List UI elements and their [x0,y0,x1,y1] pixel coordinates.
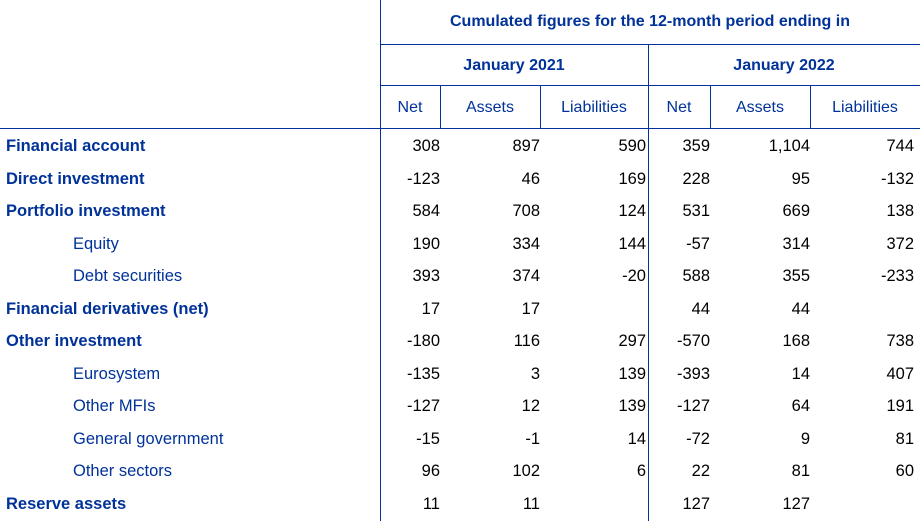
row-label: Financial derivatives (net) [6,299,209,318]
table-cell: 355 [782,267,810,285]
table-cell: 60 [895,462,914,480]
table-cell: 334 [512,234,540,253]
table-cell: 314 [782,234,810,253]
table-cell: 308 [412,137,440,155]
table-cell: 738 [886,332,914,350]
table-cell: 124 [618,202,646,220]
row-label: Direct investment [6,169,145,188]
table-cell: 669 [782,202,810,220]
table-cell: -1 [525,429,540,448]
table-cell: 102 [512,462,540,480]
divider-periods [380,85,920,86]
row-label: General government [73,429,224,448]
row-label: Portfolio investment [6,202,166,220]
table-cell: 139 [618,397,646,415]
table-cell: 169 [618,169,646,188]
table-cell: -123 [406,169,440,188]
table-cell: 9 [800,429,810,448]
table-cell: 81 [791,462,810,480]
column-header-net-1: Net [397,99,423,116]
divider-sub-2 [540,85,541,128]
column-header-assets-2: Assets [735,99,784,116]
table-cell: 139 [618,364,646,383]
table-cell: -127 [676,397,710,415]
table-cell: -57 [686,234,710,253]
table-cell: 144 [618,234,646,253]
divider-sub-1 [440,85,441,128]
row-label: Debt securities [73,267,183,285]
table-cell: 897 [512,137,540,155]
table-cell: 64 [791,397,810,415]
row-label: Other MFIs [73,397,156,415]
table-cell: 17 [421,299,440,318]
table-cell: 190 [412,234,440,253]
table-cell: 14 [627,429,646,448]
table-cell: -570 [676,332,710,350]
table-cell: -20 [622,267,646,285]
table-cell: 127 [682,494,710,513]
divider-sub-5 [810,85,811,128]
column-header-liabilities-2: Liabilities [832,99,898,116]
table-cell: 359 [682,137,710,155]
row-label: Other sectors [73,462,173,480]
table-cell: 81 [895,429,914,448]
column-header-liabilities-1: Liabilities [561,99,627,116]
table-cell: 6 [636,462,646,480]
table-cell: -127 [406,397,440,415]
table-cell: -132 [880,169,914,188]
table-cell: 116 [513,332,540,350]
table-cell: 96 [421,462,440,480]
table-cell: 95 [791,169,810,188]
table-cell: 191 [886,397,914,415]
table-cell: 297 [618,332,646,350]
divider-period-columns [648,44,649,521]
table-cell: -393 [676,364,710,383]
table-cell: 531 [682,202,710,220]
table-cell: 12 [521,397,540,415]
table-title: Cumulated figures for the 12-month perio… [449,13,850,30]
table-cell: 22 [691,462,710,480]
table-cell: 46 [521,169,540,188]
column-header-assets-1: Assets [465,99,514,116]
row-label: Reserve assets [6,494,127,513]
table-cell: 14 [791,364,810,383]
table-cell: 44 [791,299,810,318]
column-header-net-2: Net [666,99,692,116]
period-header-1: January 2021 [463,57,565,74]
table-cell: 584 [412,202,440,220]
table-cell: 590 [618,137,646,155]
table-cell: -180 [406,332,440,350]
table-cell: 228 [682,169,710,188]
divider-label-column [380,0,381,521]
table-cell: -135 [406,364,440,383]
row-label: Other investment [6,332,142,350]
period-header-2: January 2022 [733,57,835,74]
row-label: Financial account [6,137,146,155]
table-cell: -72 [686,429,710,448]
table-cell: 374 [512,267,540,285]
table-cell: 3 [530,364,540,383]
row-label: Eurosystem [73,364,161,383]
divider-title [380,44,920,45]
table-cell: 372 [886,234,914,253]
table-cell: 168 [782,332,810,350]
table-cell: 744 [886,137,914,155]
divider-header [0,128,920,129]
table-cell: -15 [416,429,440,448]
table-cell: 708 [512,202,540,220]
row-label: Equity [73,234,119,253]
table-cell: 1,104 [768,137,810,155]
table-cell: 17 [521,299,540,318]
table-cell: 138 [886,202,914,220]
divider-sub-4 [710,85,711,128]
table-cell: 407 [886,364,914,383]
table-cell: 393 [412,267,440,285]
table-cell: 11 [422,494,440,513]
table-cell: 588 [682,267,710,285]
table-cell: 11 [522,494,540,513]
table-cell: 44 [691,299,710,318]
table-cell: -233 [880,267,914,285]
table-cell: 127 [782,494,810,513]
